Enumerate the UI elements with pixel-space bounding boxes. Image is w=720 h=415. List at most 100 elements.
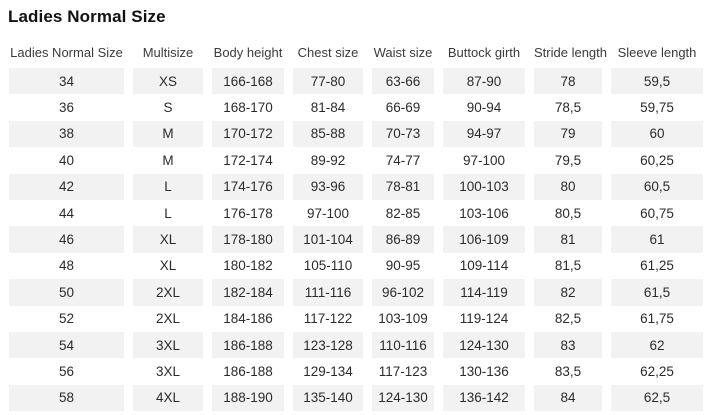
table-cell: 93-96 <box>293 173 363 200</box>
table-cell: 60,5 <box>611 173 703 200</box>
table-cell: 136-142 <box>443 384 525 412</box>
table-row: 36 S 168-170 81-84 66-69 90-94 78,5 59,75 <box>9 94 703 121</box>
table-cell: 85-88 <box>293 120 363 148</box>
column-header: Ladies Normal Size <box>9 36 124 68</box>
table-cell: 188-190 <box>212 384 284 412</box>
table-cell: 83,5 <box>534 358 602 385</box>
table-cell: 48 <box>9 252 124 280</box>
table-cell: 38 <box>9 120 124 148</box>
table-cell: 40 <box>9 147 124 174</box>
table-cell: 79,5 <box>534 147 602 174</box>
table-cell: M <box>133 120 203 148</box>
table-cell: 178-180 <box>212 226 284 253</box>
table-cell: 77-80 <box>293 68 363 95</box>
table-cell: 61,5 <box>611 279 703 306</box>
table-cell: 61,75 <box>611 305 703 332</box>
column-header: Chest size <box>293 36 363 68</box>
column-header: Stride length <box>534 36 607 68</box>
table-cell: XL <box>133 252 203 280</box>
table-cell: 180-182 <box>212 252 284 280</box>
table-cell: 174-176 <box>212 173 284 200</box>
table-cell: 111-116 <box>293 279 363 306</box>
table-row: 38 M 170-172 85-88 70-73 94-97 79 60 <box>9 120 703 148</box>
table-cell: 78,5 <box>534 94 602 121</box>
table-cell: 81 <box>534 226 602 253</box>
table-row: 52 2XL 184-186 117-122 103-109 119-124 82,5 61,… <box>9 305 703 332</box>
table-row: 40 M 172-174 89-92 74-77 97-100 79,5 60,25 <box>9 147 703 174</box>
table-cell: 96-102 <box>372 279 434 306</box>
table-cell: 78-81 <box>372 173 434 200</box>
table-cell: 62,25 <box>611 358 703 385</box>
table-cell: 81,5 <box>534 252 602 280</box>
table-cell: 172-174 <box>212 147 284 174</box>
table-cell: 44 <box>9 199 124 227</box>
size-chart-page: Ladies Normal Size Ladies Normal Size Mul… <box>0 7 720 415</box>
column-header: Waist size <box>372 36 434 68</box>
table-cell: 168-170 <box>212 94 284 121</box>
table-cell: 80,5 <box>534 199 602 227</box>
table-cell: 186-188 <box>212 358 284 385</box>
table-cell: 105-110 <box>293 252 363 280</box>
table-cell: 81-84 <box>293 94 363 121</box>
table-cell: 130-136 <box>443 358 525 385</box>
table-cell: 63-66 <box>372 68 434 95</box>
table-cell: 59,5 <box>611 68 703 95</box>
table-cell: 84 <box>534 384 602 412</box>
table-cell: 123-128 <box>293 331 363 359</box>
table-cell: 90-95 <box>372 252 434 280</box>
table-cell: 82,5 <box>534 305 602 332</box>
table-cell: S <box>133 94 203 121</box>
table-cell: 62 <box>611 331 703 359</box>
table-row: 34 XS 166-168 77-80 63-66 87-90 78 59,5 <box>9 68 703 95</box>
table-cell: 3XL <box>133 358 203 385</box>
table-cell: 70-73 <box>372 120 434 148</box>
table-cell: 34 <box>9 68 124 95</box>
table-cell: 101-104 <box>293 226 363 253</box>
table-cell: 82-85 <box>372 199 434 227</box>
table-cell: 176-178 <box>212 199 284 227</box>
table-cell: 42 <box>9 173 124 200</box>
table-cell: 106-109 <box>443 226 525 253</box>
table-cell: 87-90 <box>443 68 525 95</box>
table-cell: 61 <box>611 226 703 253</box>
table-cell: 110-116 <box>372 331 434 359</box>
table-cell: 124-130 <box>372 384 434 412</box>
column-header: Sleeve length <box>611 36 703 68</box>
table-cell: 129-134 <box>293 358 363 385</box>
table-cell: 109-114 <box>443 252 525 280</box>
table-row: 46 XL 178-180 101-104 86-89 106-109 81 61 <box>9 226 703 253</box>
table-cell: 80 <box>534 173 602 200</box>
table-cell: 60,25 <box>611 147 703 174</box>
table-cell: 170-172 <box>212 120 284 148</box>
table-cell: 58 <box>9 384 124 412</box>
table-cell: 97-100 <box>293 199 363 227</box>
table-cell: 114-119 <box>443 279 525 306</box>
table-cell: 4XL <box>133 384 203 412</box>
header-row: Ladies Normal Size Multisize Body height Ch… <box>9 36 703 68</box>
table-cell: XS <box>133 68 203 95</box>
table-cell: 56 <box>9 358 124 385</box>
table-cell: 182-184 <box>212 279 284 306</box>
table-cell: 90-94 <box>443 94 525 121</box>
column-header: Body height <box>212 36 284 68</box>
table-cell: 82 <box>534 279 602 306</box>
table-cell: 119-124 <box>443 305 525 332</box>
table-cell: 83 <box>534 331 602 359</box>
table-cell: 117-123 <box>372 358 434 385</box>
table-cell: 166-168 <box>212 68 284 95</box>
table-cell: 50 <box>9 279 124 306</box>
table-cell: 97-100 <box>443 147 525 174</box>
table-row: 54 3XL 186-188 123-128 110-116 124-130 83 62 <box>9 331 703 359</box>
table-cell: 59,75 <box>611 94 703 121</box>
table-cell: 117-122 <box>293 305 363 332</box>
table-cell: 135-140 <box>293 384 363 412</box>
table-cell: 60,75 <box>611 199 703 227</box>
table-cell: L <box>133 173 203 200</box>
table-row: 42 L 174-176 93-96 78-81 100-103 80 60,5 <box>9 173 703 200</box>
table-cell: 46 <box>9 226 124 253</box>
table-cell: 36 <box>9 94 124 121</box>
table-cell: 2XL <box>133 279 203 306</box>
table-row: 44 L 176-178 97-100 82-85 103-106 80,5 60,75 <box>9 199 703 227</box>
table-cell: 62,5 <box>611 384 703 412</box>
page-title: Ladies Normal Size <box>8 7 166 26</box>
